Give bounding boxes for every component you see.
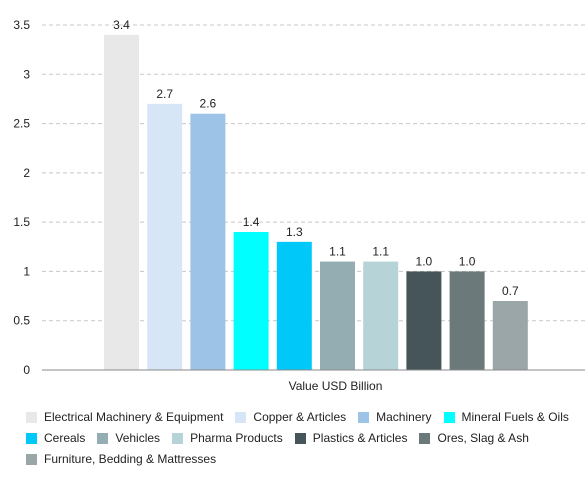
legend-label: Copper & Articles	[253, 410, 347, 424]
y-tick-label: 0	[23, 363, 30, 377]
bar	[190, 113, 226, 370]
legend-swatch	[97, 433, 109, 444]
bar	[104, 34, 139, 370]
legend-item[interactable]: Ores, Slag & Ash	[419, 429, 529, 448]
data-label: 1.1	[372, 245, 389, 259]
legend-swatch	[443, 412, 455, 423]
legend-item[interactable]: Vehicles	[97, 429, 160, 448]
legend-item[interactable]: Furniture, Bedding & Mattresses	[26, 450, 216, 469]
legend-swatch	[294, 433, 306, 444]
data-label: 1.0	[416, 254, 433, 268]
bar	[320, 261, 355, 370]
y-tick-label: 3.5	[13, 18, 30, 32]
data-label: 1.1	[329, 245, 346, 259]
data-label: 2.7	[156, 87, 173, 101]
legend-item[interactable]: Electrical Machinery & Equipment	[26, 408, 223, 427]
x-axis-title: Value USD Billion	[289, 379, 383, 393]
data-label: 1.3	[286, 225, 303, 239]
bar	[363, 261, 399, 370]
legend-item[interactable]: Copper & Articles	[235, 408, 346, 427]
y-tick-label: 3	[23, 67, 30, 81]
bars	[104, 34, 528, 370]
legend-swatch	[26, 433, 37, 444]
bar	[233, 232, 269, 370]
legend-item[interactable]: Mineral Fuels & Oils	[443, 408, 569, 427]
legend-label: Ores, Slag & Ash	[437, 431, 529, 445]
data-label: 3.4	[113, 18, 130, 32]
bar	[147, 103, 183, 370]
legend-swatch	[26, 454, 37, 465]
data-label: 1.0	[459, 254, 476, 268]
legend-label: Mineral Fuels & Oils	[461, 410, 569, 424]
legend-swatch	[172, 433, 184, 444]
legend-item[interactable]: Plastics & Articles	[294, 429, 408, 448]
legend: Electrical Machinery & Equipment Copper &…	[26, 408, 585, 471]
legend-swatch	[235, 412, 247, 423]
legend-swatch	[358, 412, 370, 423]
y-tick-label: 0.5	[13, 314, 30, 328]
legend-label: Vehicles	[115, 431, 161, 445]
legend-swatch	[419, 433, 431, 444]
legend-label: Furniture, Bedding & Mattresses	[44, 452, 217, 466]
y-tick-label: 2.5	[13, 117, 30, 131]
legend-label: Pharma Products	[190, 431, 283, 445]
legend-label: Plastics & Articles	[312, 431, 408, 445]
y-tick-label: 2	[23, 166, 30, 180]
data-label: 1.4	[243, 215, 260, 229]
y-tick-label: 1	[23, 264, 30, 278]
legend-label: Cereals	[44, 431, 86, 445]
bar	[276, 241, 312, 370]
legend-swatch	[26, 412, 37, 423]
legend-label: Machinery	[376, 410, 432, 424]
legend-item[interactable]: Machinery	[358, 408, 432, 427]
y-tick-label: 1.5	[13, 215, 30, 229]
data-label: 2.6	[200, 97, 217, 111]
data-labels: 3.4 2.7 2.6 1.4 1.3 1.1 1.1 1.0 1.0 0.7	[113, 18, 519, 298]
legend-item[interactable]: Pharma Products	[172, 429, 283, 448]
legend-label: Electrical Machinery & Equipment	[44, 410, 224, 424]
bar	[406, 271, 442, 370]
y-axis-ticks: 0 0.5 1 1.5 2 2.5 3 3.5	[13, 18, 30, 377]
bar	[449, 271, 485, 370]
bar	[492, 301, 528, 370]
data-label: 0.7	[502, 284, 519, 298]
legend-item[interactable]: Cereals	[26, 429, 85, 448]
